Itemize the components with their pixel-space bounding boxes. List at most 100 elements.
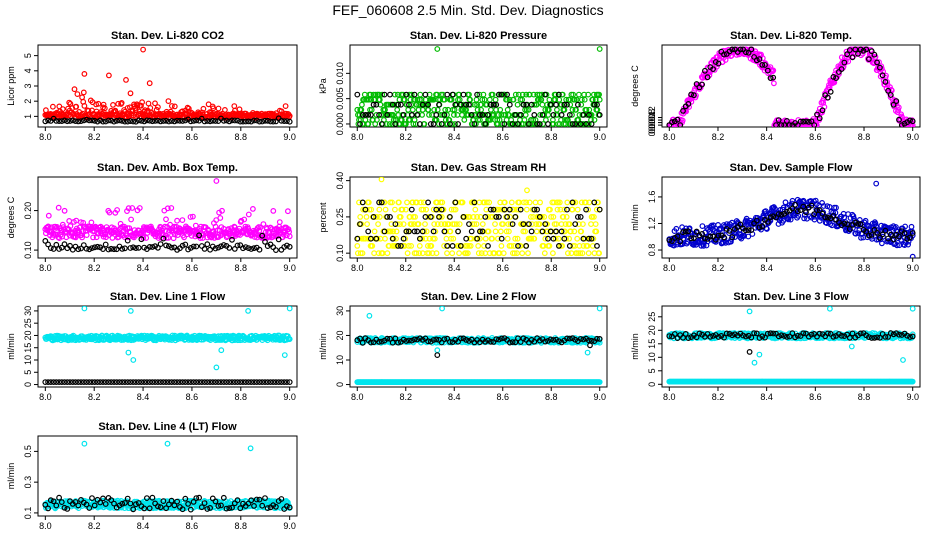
data-point-all xyxy=(431,221,438,228)
data-point-subset xyxy=(493,213,500,220)
data-point-subset xyxy=(47,245,54,252)
data-point-subset xyxy=(569,199,576,206)
y-tick-label: 5 xyxy=(23,53,33,58)
x-tick-label: 8.0 xyxy=(663,392,676,402)
data-point-subset xyxy=(273,118,279,125)
data-point-subset xyxy=(94,118,101,125)
data-point-all xyxy=(79,94,85,101)
x-tick-label: 8.4 xyxy=(760,132,773,142)
data-point-all xyxy=(475,242,482,249)
data-point-all xyxy=(521,116,528,123)
data-point-subset xyxy=(212,245,219,252)
data-point-all xyxy=(366,312,373,319)
data-point-all xyxy=(515,206,522,213)
data-point-subset xyxy=(587,342,593,349)
data-point-subset xyxy=(512,339,519,346)
data-point-all xyxy=(699,223,706,230)
data-point-all xyxy=(266,229,273,236)
figure-title: FEF_060608 2.5 Min. Std. Dev. Diagnostic… xyxy=(332,2,603,18)
data-point-all xyxy=(426,111,432,118)
data-point-all xyxy=(553,221,560,228)
data-point-subset xyxy=(743,49,749,56)
data-point-subset xyxy=(53,379,60,386)
data-point-subset xyxy=(100,246,106,253)
data-point-all xyxy=(880,68,886,75)
y-tick-label: 30 xyxy=(23,306,33,316)
data-point-all xyxy=(576,111,583,118)
data-point-all xyxy=(363,213,370,220)
data-point-subset xyxy=(368,235,374,242)
data-point-subset xyxy=(248,246,255,252)
data-point-subset xyxy=(146,243,153,250)
x-tick-label: 9.0 xyxy=(593,263,606,273)
data-point-subset xyxy=(127,379,134,386)
data-point-subset xyxy=(251,117,257,124)
data-point-all xyxy=(523,91,530,98)
data-point-subset xyxy=(849,54,856,61)
data-point-subset xyxy=(449,242,456,249)
data-point-all xyxy=(127,90,134,97)
data-point-all xyxy=(894,242,900,249)
data-point-subset xyxy=(231,117,238,124)
data-point-subset xyxy=(425,101,432,108)
data-point-subset xyxy=(42,118,49,125)
data-point-subset xyxy=(528,228,535,235)
x-tick-label: 8.0 xyxy=(39,263,52,273)
x-tick-label: 9.0 xyxy=(906,263,919,273)
data-point-all xyxy=(550,213,557,220)
data-point-all xyxy=(722,57,729,63)
data-point-subset xyxy=(490,206,497,213)
data-point-all xyxy=(782,199,789,206)
data-point-subset xyxy=(550,111,557,118)
data-point-all xyxy=(771,80,777,87)
data-point-all xyxy=(883,72,889,79)
data-point-all xyxy=(592,221,599,228)
data-point-subset xyxy=(811,122,818,127)
x-tick-label: 8.2 xyxy=(88,392,101,402)
data-point-all xyxy=(81,70,88,77)
data-point-subset xyxy=(284,242,290,249)
data-point-subset xyxy=(566,335,573,342)
data-point-all xyxy=(416,242,423,249)
data-point-all xyxy=(245,308,252,314)
data-point-subset xyxy=(879,231,886,238)
data-point-all xyxy=(444,111,450,118)
data-point-subset xyxy=(72,379,79,386)
data-point-subset xyxy=(871,51,878,58)
data-point-subset xyxy=(384,111,391,118)
data-point-subset xyxy=(53,241,60,248)
data-point-subset xyxy=(143,117,150,124)
data-point-all xyxy=(536,91,543,98)
data-point-all xyxy=(357,250,364,257)
data-point-all xyxy=(376,206,383,213)
data-point-subset xyxy=(89,245,95,252)
data-point-subset xyxy=(803,118,809,125)
data-point-subset xyxy=(204,241,211,248)
data-point-all xyxy=(354,242,361,249)
data-point-all xyxy=(485,228,492,235)
data-point-all xyxy=(125,205,132,212)
x-tick-label: 8.4 xyxy=(137,132,150,142)
data-point-subset xyxy=(874,59,880,66)
data-point-all xyxy=(139,99,146,106)
data-point-all xyxy=(492,96,499,103)
points-group xyxy=(354,177,603,257)
data-point-subset xyxy=(457,101,464,108)
data-point-all xyxy=(136,205,143,211)
x-tick-label: 8.2 xyxy=(712,263,725,273)
data-point-subset xyxy=(770,74,777,81)
data-point-subset xyxy=(69,117,76,124)
x-tick-label: 8.6 xyxy=(496,132,509,142)
data-point-subset xyxy=(127,118,134,124)
data-point-subset xyxy=(556,91,562,98)
data-point-subset xyxy=(844,221,850,228)
data-point-all xyxy=(456,221,463,228)
data-point-all xyxy=(426,250,432,257)
data-point-all xyxy=(673,225,680,232)
data-point-subset xyxy=(119,379,126,386)
data-point-all xyxy=(434,221,441,228)
data-point-subset xyxy=(176,379,183,386)
data-point-subset xyxy=(444,91,451,98)
data-point-subset xyxy=(474,235,481,242)
